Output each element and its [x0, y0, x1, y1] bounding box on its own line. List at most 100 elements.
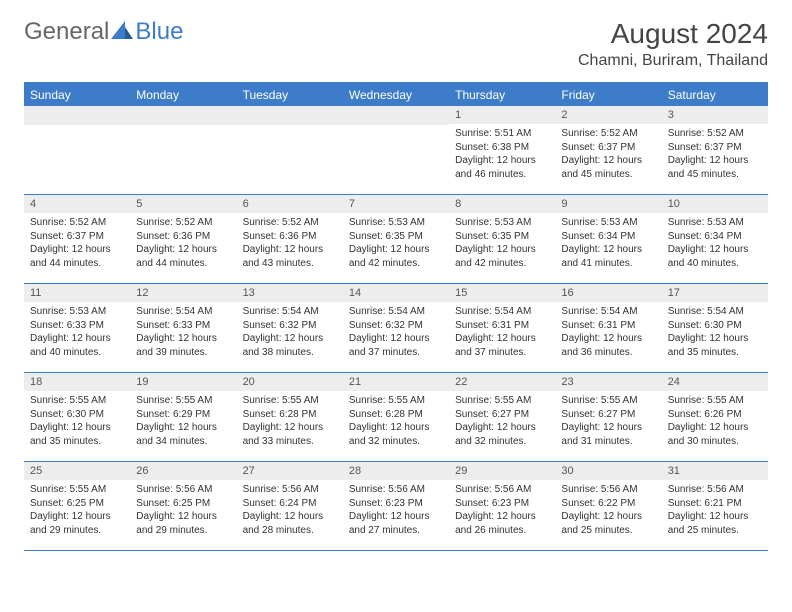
day-cell: 5Sunrise: 5:52 AMSunset: 6:36 PMDaylight… — [130, 195, 236, 283]
day-cell: 23Sunrise: 5:55 AMSunset: 6:27 PMDayligh… — [555, 373, 661, 461]
sunset-text: Sunset: 6:28 PM — [349, 408, 443, 422]
day-cell: 1Sunrise: 5:51 AMSunset: 6:38 PMDaylight… — [449, 106, 555, 194]
day-content: Sunrise: 5:54 AMSunset: 6:33 PMDaylight:… — [130, 302, 236, 365]
sunrise-text: Sunrise: 5:53 AM — [455, 216, 549, 230]
sunset-text: Sunset: 6:37 PM — [30, 230, 124, 244]
sunrise-text: Sunrise: 5:53 AM — [668, 216, 762, 230]
daylight-text: Daylight: 12 hours and 35 minutes. — [668, 332, 762, 359]
sunset-text: Sunset: 6:26 PM — [668, 408, 762, 422]
sunset-text: Sunset: 6:21 PM — [668, 497, 762, 511]
daylight-text: Daylight: 12 hours and 26 minutes. — [455, 510, 549, 537]
day-number: 7 — [343, 195, 449, 213]
week-row: 18Sunrise: 5:55 AMSunset: 6:30 PMDayligh… — [24, 373, 768, 462]
day-header-saturday: Saturday — [662, 84, 768, 106]
daylight-text: Daylight: 12 hours and 42 minutes. — [349, 243, 443, 270]
daylight-text: Daylight: 12 hours and 29 minutes. — [30, 510, 124, 537]
day-number: 25 — [24, 462, 130, 480]
daylight-text: Daylight: 12 hours and 41 minutes. — [561, 243, 655, 270]
sunrise-text: Sunrise: 5:53 AM — [30, 305, 124, 319]
daylight-text: Daylight: 12 hours and 45 minutes. — [668, 154, 762, 181]
daylight-text: Daylight: 12 hours and 36 minutes. — [561, 332, 655, 359]
sunset-text: Sunset: 6:28 PM — [243, 408, 337, 422]
day-cell: 2Sunrise: 5:52 AMSunset: 6:37 PMDaylight… — [555, 106, 661, 194]
logo-text-blue: Blue — [135, 18, 183, 46]
sunset-text: Sunset: 6:32 PM — [243, 319, 337, 333]
daylight-text: Daylight: 12 hours and 29 minutes. — [136, 510, 230, 537]
sunset-text: Sunset: 6:30 PM — [30, 408, 124, 422]
day-cell: 29Sunrise: 5:56 AMSunset: 6:23 PMDayligh… — [449, 462, 555, 550]
day-cell: 15Sunrise: 5:54 AMSunset: 6:31 PMDayligh… — [449, 284, 555, 372]
day-cell: 22Sunrise: 5:55 AMSunset: 6:27 PMDayligh… — [449, 373, 555, 461]
day-number: 4 — [24, 195, 130, 213]
day-number: 27 — [237, 462, 343, 480]
day-content: Sunrise: 5:55 AMSunset: 6:29 PMDaylight:… — [130, 391, 236, 454]
sunrise-text: Sunrise: 5:56 AM — [136, 483, 230, 497]
day-content: Sunrise: 5:55 AMSunset: 6:30 PMDaylight:… — [24, 391, 130, 454]
day-cell — [130, 106, 236, 194]
day-number — [24, 106, 130, 125]
sunrise-text: Sunrise: 5:55 AM — [243, 394, 337, 408]
daylight-text: Daylight: 12 hours and 34 minutes. — [136, 421, 230, 448]
day-number: 15 — [449, 284, 555, 302]
sunrise-text: Sunrise: 5:55 AM — [668, 394, 762, 408]
sunrise-text: Sunrise: 5:54 AM — [561, 305, 655, 319]
sunset-text: Sunset: 6:38 PM — [455, 141, 549, 155]
day-content: Sunrise: 5:52 AMSunset: 6:36 PMDaylight:… — [237, 213, 343, 276]
sunrise-text: Sunrise: 5:55 AM — [30, 394, 124, 408]
sunset-text: Sunset: 6:31 PM — [455, 319, 549, 333]
day-cell: 7Sunrise: 5:53 AMSunset: 6:35 PMDaylight… — [343, 195, 449, 283]
day-number — [343, 106, 449, 125]
day-content: Sunrise: 5:55 AMSunset: 6:28 PMDaylight:… — [343, 391, 449, 454]
sunrise-text: Sunrise: 5:55 AM — [349, 394, 443, 408]
day-number: 31 — [662, 462, 768, 480]
daylight-text: Daylight: 12 hours and 44 minutes. — [136, 243, 230, 270]
day-number: 1 — [449, 106, 555, 124]
week-row: 4Sunrise: 5:52 AMSunset: 6:37 PMDaylight… — [24, 195, 768, 284]
day-cell — [237, 106, 343, 194]
daylight-text: Daylight: 12 hours and 31 minutes. — [561, 421, 655, 448]
sunset-text: Sunset: 6:35 PM — [349, 230, 443, 244]
title-block: August 2024 Chamni, Buriram, Thailand — [578, 18, 768, 70]
day-content: Sunrise: 5:56 AMSunset: 6:23 PMDaylight:… — [343, 480, 449, 543]
day-content: Sunrise: 5:53 AMSunset: 6:35 PMDaylight:… — [343, 213, 449, 276]
day-number: 10 — [662, 195, 768, 213]
sunset-text: Sunset: 6:33 PM — [30, 319, 124, 333]
day-content: Sunrise: 5:55 AMSunset: 6:27 PMDaylight:… — [449, 391, 555, 454]
sunrise-text: Sunrise: 5:56 AM — [243, 483, 337, 497]
day-content: Sunrise: 5:53 AMSunset: 6:34 PMDaylight:… — [662, 213, 768, 276]
day-content: Sunrise: 5:52 AMSunset: 6:37 PMDaylight:… — [24, 213, 130, 276]
week-row: 11Sunrise: 5:53 AMSunset: 6:33 PMDayligh… — [24, 284, 768, 373]
day-number: 29 — [449, 462, 555, 480]
day-number: 28 — [343, 462, 449, 480]
day-cell: 27Sunrise: 5:56 AMSunset: 6:24 PMDayligh… — [237, 462, 343, 550]
sunset-text: Sunset: 6:36 PM — [136, 230, 230, 244]
day-cell: 6Sunrise: 5:52 AMSunset: 6:36 PMDaylight… — [237, 195, 343, 283]
day-number: 9 — [555, 195, 661, 213]
daylight-text: Daylight: 12 hours and 45 minutes. — [561, 154, 655, 181]
day-cell — [343, 106, 449, 194]
logo: General Blue — [24, 18, 183, 46]
day-content: Sunrise: 5:53 AMSunset: 6:33 PMDaylight:… — [24, 302, 130, 365]
daylight-text: Daylight: 12 hours and 38 minutes. — [243, 332, 337, 359]
day-header-tuesday: Tuesday — [237, 84, 343, 106]
sunset-text: Sunset: 6:37 PM — [668, 141, 762, 155]
day-cell: 16Sunrise: 5:54 AMSunset: 6:31 PMDayligh… — [555, 284, 661, 372]
day-cell: 4Sunrise: 5:52 AMSunset: 6:37 PMDaylight… — [24, 195, 130, 283]
day-content: Sunrise: 5:52 AMSunset: 6:36 PMDaylight:… — [130, 213, 236, 276]
sunset-text: Sunset: 6:23 PM — [349, 497, 443, 511]
sunset-text: Sunset: 6:30 PM — [668, 319, 762, 333]
day-number: 18 — [24, 373, 130, 391]
day-content: Sunrise: 5:56 AMSunset: 6:25 PMDaylight:… — [130, 480, 236, 543]
day-content: Sunrise: 5:54 AMSunset: 6:30 PMDaylight:… — [662, 302, 768, 365]
sunset-text: Sunset: 6:29 PM — [136, 408, 230, 422]
day-content: Sunrise: 5:55 AMSunset: 6:27 PMDaylight:… — [555, 391, 661, 454]
sunrise-text: Sunrise: 5:56 AM — [561, 483, 655, 497]
daylight-text: Daylight: 12 hours and 35 minutes. — [30, 421, 124, 448]
sunrise-text: Sunrise: 5:55 AM — [136, 394, 230, 408]
daylight-text: Daylight: 12 hours and 30 minutes. — [668, 421, 762, 448]
day-content: Sunrise: 5:54 AMSunset: 6:31 PMDaylight:… — [555, 302, 661, 365]
daylight-text: Daylight: 12 hours and 42 minutes. — [455, 243, 549, 270]
day-content: Sunrise: 5:53 AMSunset: 6:34 PMDaylight:… — [555, 213, 661, 276]
day-number: 2 — [555, 106, 661, 124]
day-content: Sunrise: 5:55 AMSunset: 6:28 PMDaylight:… — [237, 391, 343, 454]
